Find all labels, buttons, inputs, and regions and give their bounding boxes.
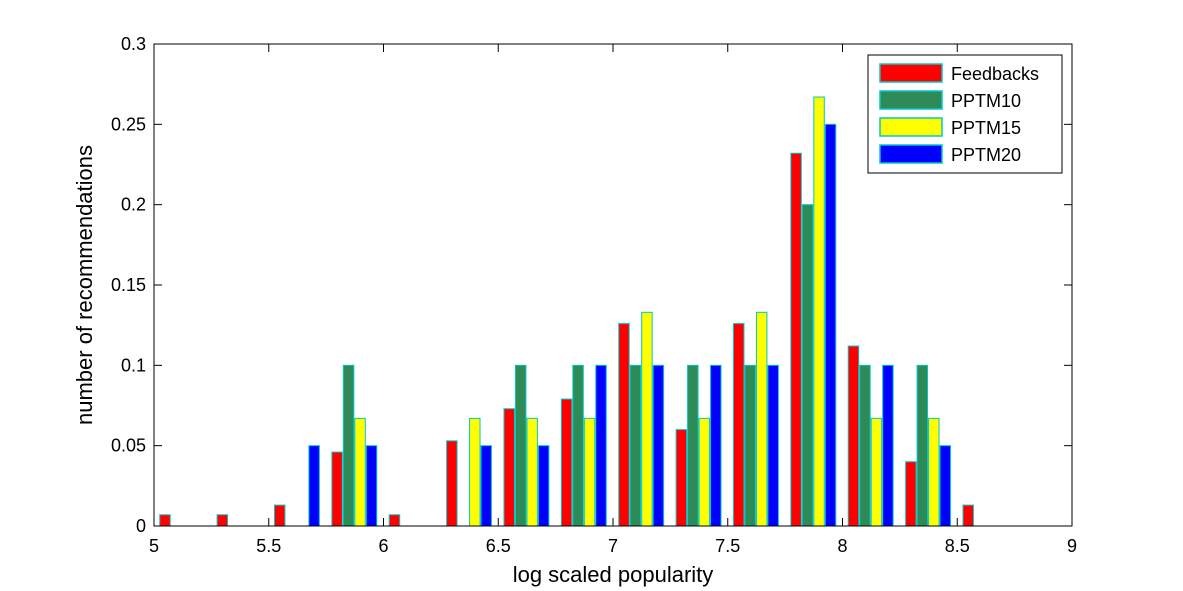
bar-pptm10-7 bbox=[572, 364, 584, 527]
bar-pptm20-12 bbox=[882, 364, 894, 527]
x-tick-label: 5 bbox=[149, 536, 159, 556]
legend-label-pptm10: PPTM10 bbox=[951, 91, 1021, 111]
x-axis-label: log scaled popularity bbox=[513, 562, 714, 587]
bar-pptm15-12 bbox=[870, 417, 883, 527]
y-tick-label: 0.3 bbox=[121, 34, 146, 54]
bar-feedbacks-8 bbox=[618, 323, 630, 527]
bar-pptm20-5 bbox=[480, 445, 493, 527]
bar-pptm10-8 bbox=[629, 364, 642, 527]
axes-layer: 5 5.5 6 6.5 7 7.5 8 8.5 9 0 0.05 0.1 0.15 0.2 0.25 0.3 bbox=[111, 34, 1077, 556]
bar-feedbacks-10 bbox=[732, 323, 745, 527]
bar-pptm20-10 bbox=[767, 364, 779, 527]
bar-pptm15-6 bbox=[526, 417, 538, 527]
legend-label-pptm20: PPTM20 bbox=[951, 145, 1021, 165]
bar-pptm15-7 bbox=[583, 417, 596, 527]
bar-pptm20-3 bbox=[365, 445, 378, 527]
bar-pptm15-13 bbox=[928, 417, 940, 527]
y-axis-label: number of recommendations bbox=[72, 145, 97, 425]
x-tick-label: 7 bbox=[608, 536, 618, 556]
bar-pptm10-3 bbox=[342, 364, 355, 527]
legend-label-pptm15: PPTM15 bbox=[951, 118, 1021, 138]
bar-pptm15-3 bbox=[354, 417, 366, 527]
bar-feedbacks-12 bbox=[847, 345, 860, 527]
legend-swatch-pptm15 bbox=[879, 117, 943, 137]
bar-pptm10-12 bbox=[859, 364, 871, 527]
y-tick-label: 0 bbox=[136, 516, 146, 536]
bar-feedbacks-6 bbox=[503, 408, 515, 527]
legend-swatch-pptm20 bbox=[879, 144, 943, 164]
x-tick-label: 6.5 bbox=[486, 536, 511, 556]
legend-swatch-pptm10 bbox=[879, 90, 943, 110]
y-tick-label: 0.1 bbox=[121, 355, 146, 375]
bar-pptm10-9 bbox=[687, 364, 699, 527]
y-tick-label: 0.05 bbox=[111, 436, 146, 456]
y-tick-label: 0.25 bbox=[111, 114, 146, 134]
y-tick-label: 0.15 bbox=[111, 275, 146, 295]
bar-feedbacks-2 bbox=[273, 504, 286, 527]
bar-pptm10-13 bbox=[916, 364, 929, 527]
bar-pptm20-6 bbox=[537, 445, 550, 527]
bar-pptm15-8 bbox=[641, 311, 653, 527]
bar-pptm20-11 bbox=[824, 123, 837, 527]
x-tick-label: 9 bbox=[1067, 536, 1077, 556]
bar-feedbacks-14 bbox=[962, 504, 974, 527]
bar-pptm20-8 bbox=[652, 364, 665, 527]
bar-feedbacks-11 bbox=[790, 152, 802, 527]
bar-pptm15-10 bbox=[755, 311, 768, 527]
bar-pptm15-5 bbox=[469, 417, 481, 527]
bar-feedbacks-9 bbox=[675, 429, 688, 527]
bar-pptm20-13 bbox=[939, 445, 952, 527]
legend-swatch-feedbacks bbox=[879, 63, 943, 83]
bars-layer bbox=[159, 96, 974, 527]
bar-pptm20-9 bbox=[710, 364, 722, 527]
bar-feedbacks-1 bbox=[216, 514, 229, 527]
bar-pptm10-6 bbox=[514, 364, 527, 527]
bar-feedbacks-13 bbox=[905, 461, 917, 527]
x-tick-label: 5.5 bbox=[256, 536, 281, 556]
bar-pptm10-11 bbox=[801, 204, 814, 527]
bar-pptm10-10 bbox=[744, 364, 756, 527]
bar-feedbacks-0 bbox=[159, 514, 171, 527]
x-tick-label: 8.5 bbox=[945, 536, 970, 556]
legend-label-feedbacks: Feedbacks bbox=[951, 64, 1039, 84]
y-tick-label: 0.2 bbox=[121, 195, 146, 215]
bar-pptm20-2 bbox=[308, 445, 320, 527]
bar-pptm20-7 bbox=[595, 364, 607, 527]
bar-pptm15-9 bbox=[698, 417, 711, 527]
bar-feedbacks-7 bbox=[560, 398, 573, 527]
x-tick-label: 7.5 bbox=[715, 536, 740, 556]
legend: Feedbacks PPTM10 PPTM15 PPTM20 bbox=[867, 54, 1063, 174]
bar-feedbacks-3 bbox=[331, 451, 343, 527]
bar-feedbacks-4 bbox=[388, 514, 401, 527]
x-tick-label: 6 bbox=[378, 536, 388, 556]
x-tick-label: 8 bbox=[837, 536, 847, 556]
bar-pptm15-11 bbox=[813, 96, 825, 527]
bar-feedbacks-5 bbox=[446, 440, 458, 527]
